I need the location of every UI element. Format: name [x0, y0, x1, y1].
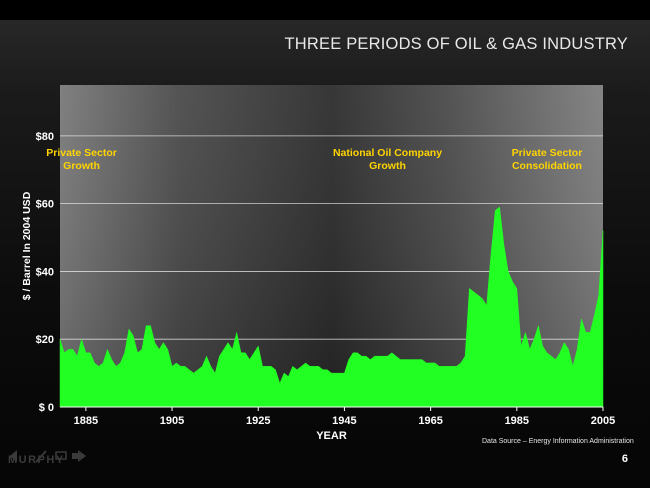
x-axis-label: YEAR — [316, 430, 347, 442]
data-source-note: Data Source – Energy Information Adminis… — [482, 438, 634, 445]
y-tick-label-60: $60 — [36, 199, 54, 211]
x-tick-label-1945: 1945 — [332, 415, 356, 427]
x-tick-label-1905: 1905 — [160, 415, 184, 427]
period-label-1: Private Sector Growth — [46, 147, 117, 172]
nav-icons — [10, 450, 86, 463]
top-band — [0, 0, 650, 20]
back-arrow-icon — [10, 450, 17, 462]
period-label-3: Private Sector Consolidation — [512, 147, 583, 172]
period-label-2: National Oil Company Growth — [333, 147, 442, 172]
x-tick-label-2005: 2005 — [591, 415, 615, 427]
y-tick-label-40: $40 — [36, 266, 54, 278]
slide-title: THREE PERIODS OF OIL & GAS INDUSTRY — [284, 35, 628, 53]
y-tick-label-20: $20 — [36, 334, 54, 346]
y-tick-label-0: $ 0 — [39, 402, 54, 414]
menu-icon — [55, 451, 67, 460]
company-logo: MURPHY — [8, 454, 65, 466]
pen-icon — [35, 450, 47, 463]
x-tick-label-1985: 1985 — [505, 415, 529, 427]
y-axis-label: $ / Barrel In 2004 USD — [21, 191, 33, 300]
x-tick-label-1925: 1925 — [246, 415, 270, 427]
page-number: 6 — [621, 453, 628, 465]
price-area-series — [59, 206, 604, 408]
y-tick-label-80: $80 — [36, 131, 54, 143]
x-tick-label-1965: 1965 — [418, 415, 442, 427]
x-tick-label-1885: 1885 — [74, 415, 98, 427]
forward-arrow-icon — [72, 450, 86, 462]
